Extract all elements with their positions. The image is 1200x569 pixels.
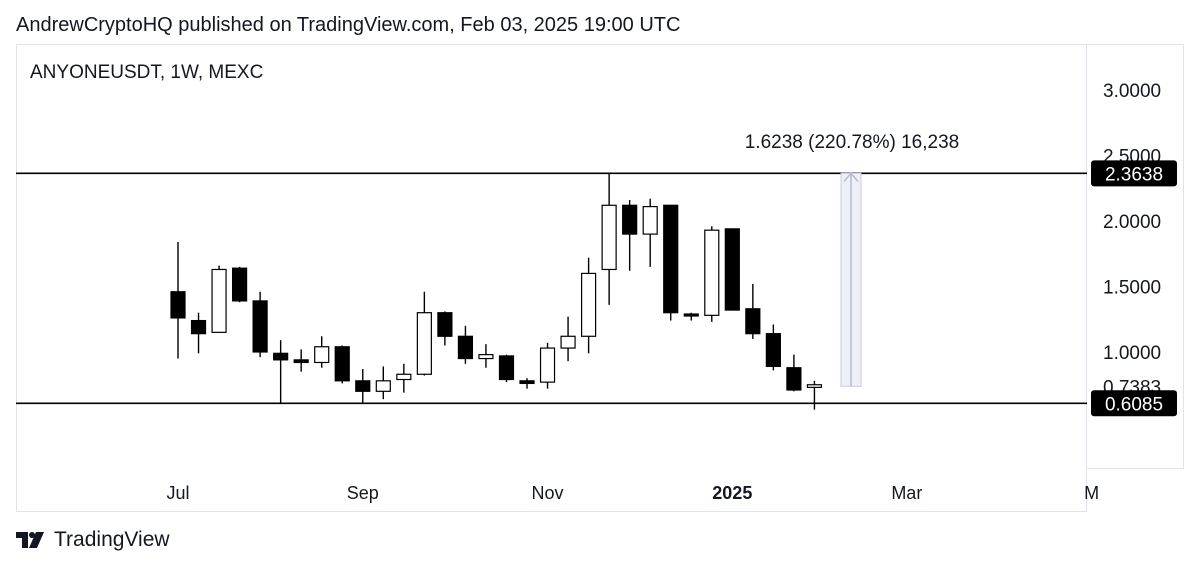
candle-body-down[interactable] — [765, 333, 781, 368]
measure-label: 1.6238 (220.78%) 16,238 — [745, 132, 959, 153]
candle-body-up[interactable] — [560, 335, 576, 349]
candle-body-up[interactable] — [314, 346, 330, 364]
price-badge-label: 2.3638 — [1105, 164, 1163, 185]
symbol-title: ANYONEUSDT, 1W, MEXC — [30, 62, 264, 83]
candle-body-down[interactable] — [745, 308, 761, 335]
candle-body-up[interactable] — [601, 204, 617, 271]
candle-body-up[interactable] — [396, 373, 412, 381]
candle-body-down[interactable] — [334, 346, 350, 382]
y-tick-label: 3.0000 — [1103, 81, 1161, 102]
candle-body-down[interactable] — [355, 380, 371, 392]
candle-body-down[interactable] — [273, 352, 289, 361]
candle-body-down[interactable] — [457, 335, 474, 360]
chart-frame — [16, 44, 1087, 512]
x-tick-label: Sep — [347, 483, 379, 503]
x-tick-label: M — [1084, 483, 1099, 503]
footer-brand-text: TradingView — [54, 528, 170, 551]
candle-body-up[interactable] — [580, 272, 597, 337]
tradingview-logo-icon — [16, 532, 44, 548]
candle-body-down[interactable] — [683, 313, 699, 317]
candle-body-down[interactable] — [519, 380, 535, 385]
candle-body-down[interactable] — [293, 359, 309, 364]
candle-body-down[interactable] — [437, 312, 453, 337]
candle-body-down[interactable] — [252, 300, 268, 353]
y-tick-label: 1.0000 — [1103, 343, 1161, 364]
candle-body-down[interactable] — [231, 267, 248, 302]
candle-body-up[interactable] — [806, 384, 823, 388]
y-tick-label: 1.5000 — [1103, 278, 1161, 299]
footer-brand: TradingView — [16, 528, 170, 552]
candle-body-up[interactable] — [642, 205, 658, 235]
price-badge — [1091, 390, 1177, 417]
candle-body-up[interactable] — [416, 312, 432, 375]
candle-body-down[interactable] — [170, 291, 186, 319]
x-tick-label: Mar — [891, 483, 922, 503]
x-tick-label: Nov — [532, 483, 564, 503]
candle-body-up[interactable] — [704, 229, 720, 316]
x-tick-label: Jul — [166, 483, 189, 503]
price-badge-label: 0.6085 — [1105, 394, 1163, 415]
x-tick-label: 2025 — [712, 483, 752, 503]
candle-body-down[interactable] — [622, 204, 638, 235]
price-axis[interactable] — [1087, 44, 1184, 469]
price-badge — [1091, 160, 1177, 187]
candle-body-up[interactable] — [375, 380, 391, 392]
candle-body-up[interactable] — [478, 354, 494, 360]
candle-body-down[interactable] — [663, 204, 679, 314]
candle-body-down[interactable] — [190, 319, 207, 335]
y-tick-label: 2.0000 — [1103, 212, 1161, 233]
candle-body-up[interactable] — [211, 268, 227, 333]
candle-body-down[interactable] — [724, 228, 740, 311]
candle-body-down[interactable] — [498, 355, 515, 381]
measure-arrow-head — [843, 172, 859, 182]
candle-body-up[interactable] — [539, 347, 556, 383]
publish-header: AndrewCryptoHQ published on TradingView.… — [16, 14, 681, 36]
candle-body-down[interactable] — [786, 367, 802, 391]
